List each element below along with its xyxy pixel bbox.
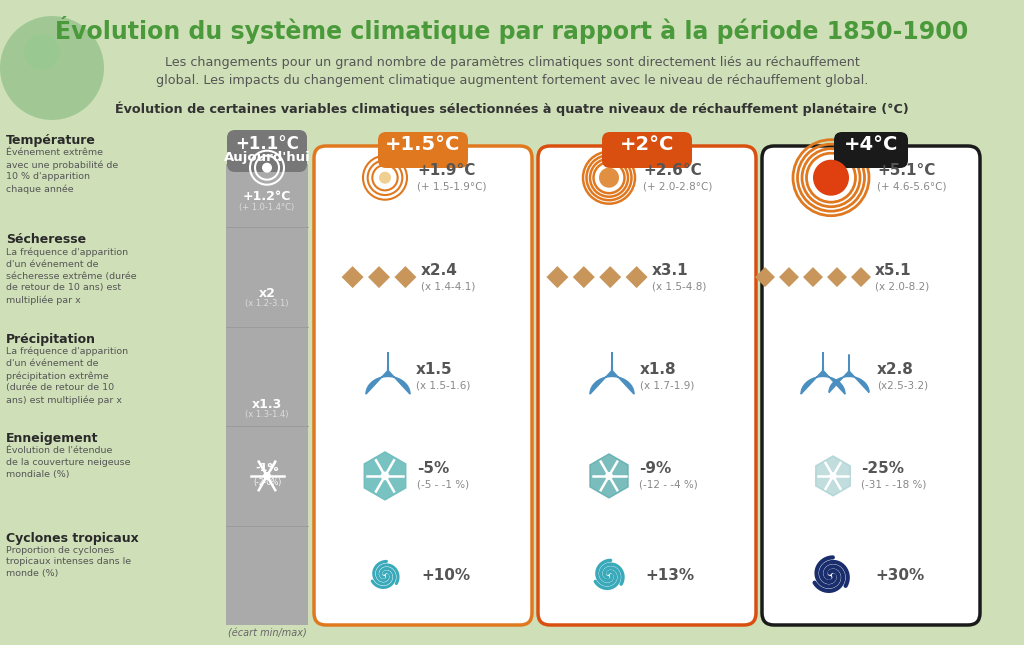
Text: (x 1.7-1.9): (x 1.7-1.9) — [640, 381, 694, 390]
Text: (-5 - -1 %): (-5 - -1 %) — [417, 480, 469, 490]
Polygon shape — [572, 266, 595, 288]
Polygon shape — [547, 266, 568, 288]
Circle shape — [262, 163, 272, 173]
Circle shape — [381, 471, 389, 481]
Text: x2.4: x2.4 — [421, 263, 458, 277]
Circle shape — [24, 34, 60, 70]
FancyBboxPatch shape — [378, 132, 468, 168]
Polygon shape — [851, 267, 871, 287]
Text: (-2-0%): (-2-0%) — [253, 479, 282, 488]
Polygon shape — [251, 357, 283, 387]
Text: +30%: +30% — [874, 568, 925, 583]
Polygon shape — [801, 352, 845, 394]
Polygon shape — [269, 257, 294, 281]
FancyBboxPatch shape — [834, 132, 908, 168]
Circle shape — [379, 172, 391, 184]
Text: (+ 4.6-5.6°C): (+ 4.6-5.6°C) — [877, 182, 946, 192]
Text: x2: x2 — [259, 287, 275, 300]
Text: Enneigement: Enneigement — [6, 432, 98, 445]
Text: (-31 - -18 %): (-31 - -18 %) — [861, 480, 927, 490]
Text: (-12 - -4 %): (-12 - -4 %) — [639, 480, 697, 490]
Circle shape — [599, 168, 618, 188]
Text: (x 1.2-3.1): (x 1.2-3.1) — [246, 299, 289, 308]
Text: Évolution du système climatique par rapport à la période 1850-1900: Évolution du système climatique par rapp… — [55, 16, 969, 44]
FancyBboxPatch shape — [762, 146, 980, 625]
FancyBboxPatch shape — [538, 146, 756, 625]
Polygon shape — [803, 267, 823, 287]
Text: +1.2°C: +1.2°C — [243, 190, 291, 203]
Polygon shape — [241, 257, 264, 281]
Text: -25%: -25% — [861, 461, 904, 477]
Circle shape — [263, 472, 271, 480]
Text: x1.8: x1.8 — [640, 362, 677, 377]
Polygon shape — [829, 355, 869, 393]
Text: +1.9°C: +1.9°C — [417, 163, 475, 178]
Text: -1%: -1% — [255, 463, 279, 473]
Text: Précipitation: Précipitation — [6, 333, 96, 346]
Polygon shape — [365, 452, 406, 500]
Text: Événement extrême
avec une probabilité de
10 % d'apparition
chaque année: Événement extrême avec une probabilité d… — [6, 148, 118, 194]
Text: +10%: +10% — [421, 568, 470, 583]
Text: x3.1: x3.1 — [652, 263, 688, 277]
Polygon shape — [599, 266, 622, 288]
Text: global. Les impacts du changement climatique augmentent fortement avec le niveau: global. Les impacts du changement climat… — [156, 74, 868, 87]
Polygon shape — [366, 352, 410, 394]
Polygon shape — [755, 267, 775, 287]
Circle shape — [813, 160, 849, 195]
Polygon shape — [626, 266, 647, 288]
Text: -9%: -9% — [639, 461, 672, 477]
Text: Aujourd'hui: Aujourd'hui — [223, 151, 310, 164]
Text: (+ 1.5-1.9°C): (+ 1.5-1.9°C) — [417, 182, 486, 192]
Text: (x 2.0-8.2): (x 2.0-8.2) — [874, 281, 929, 291]
Text: Température: Température — [6, 134, 96, 147]
Text: +13%: +13% — [645, 568, 694, 583]
Text: (x 1.5-4.8): (x 1.5-4.8) — [652, 281, 707, 291]
FancyBboxPatch shape — [226, 164, 308, 625]
Polygon shape — [816, 456, 850, 496]
Polygon shape — [368, 266, 390, 288]
Text: (x 1.3-1.4): (x 1.3-1.4) — [246, 410, 289, 419]
Text: Proportion de cyclones
tropicaux intenses dans le
monde (%): Proportion de cyclones tropicaux intense… — [6, 546, 131, 578]
Text: (écart min/max): (écart min/max) — [227, 629, 306, 639]
Text: (x 1.5-1.6): (x 1.5-1.6) — [416, 381, 470, 390]
Text: Sécheresse: Sécheresse — [6, 233, 86, 246]
Text: Les changements pour un grand nombre de paramètres climatiques sont directement : Les changements pour un grand nombre de … — [165, 56, 859, 69]
Text: La fréquence d'apparition
d'un événement de
précipitation extrême
(durée de reto: La fréquence d'apparition d'un événement… — [6, 347, 128, 405]
Circle shape — [605, 472, 613, 480]
Text: +2°C: +2°C — [620, 135, 674, 154]
FancyBboxPatch shape — [602, 132, 692, 168]
FancyBboxPatch shape — [227, 130, 307, 172]
Text: -5%: -5% — [417, 461, 450, 477]
Text: x5.1: x5.1 — [874, 263, 911, 277]
Text: +1.5°C: +1.5°C — [385, 135, 461, 154]
Text: x1.5: x1.5 — [416, 362, 453, 377]
Polygon shape — [779, 267, 799, 287]
Text: (+ 2.0-2.8°C): (+ 2.0-2.8°C) — [643, 182, 713, 192]
Polygon shape — [590, 352, 634, 394]
Polygon shape — [827, 267, 847, 287]
Text: La fréquence d'apparition
d'un événement de
sécheresse extrême (durée
de retour : La fréquence d'apparition d'un événement… — [6, 248, 136, 305]
Text: Évolution de certaines variables climatiques sélectionnées à quatre niveaux de r: Évolution de certaines variables climati… — [115, 102, 909, 117]
Text: Cyclones tropicaux: Cyclones tropicaux — [6, 531, 138, 544]
Text: (x 1.4-4.1): (x 1.4-4.1) — [421, 281, 475, 291]
Circle shape — [0, 16, 104, 120]
Text: (x2.5-3.2): (x2.5-3.2) — [877, 381, 928, 390]
Text: +4°C: +4°C — [844, 135, 898, 154]
Polygon shape — [248, 454, 286, 498]
Polygon shape — [342, 266, 364, 288]
Text: x1.3: x1.3 — [252, 399, 283, 412]
Polygon shape — [590, 454, 628, 498]
Text: +1.1°C: +1.1°C — [236, 135, 299, 153]
Circle shape — [829, 472, 837, 479]
Text: +2.6°C: +2.6°C — [643, 163, 701, 178]
Text: x2.8: x2.8 — [877, 362, 913, 377]
FancyBboxPatch shape — [314, 146, 532, 625]
Polygon shape — [394, 266, 417, 288]
Text: (+ 1.0-1.4°C): (+ 1.0-1.4°C) — [240, 203, 295, 212]
Text: Évolution de l'étendue
de la couverture neigeuse
mondiale (%): Évolution de l'étendue de la couverture … — [6, 446, 130, 479]
Text: +5.1°C: +5.1°C — [877, 163, 935, 178]
